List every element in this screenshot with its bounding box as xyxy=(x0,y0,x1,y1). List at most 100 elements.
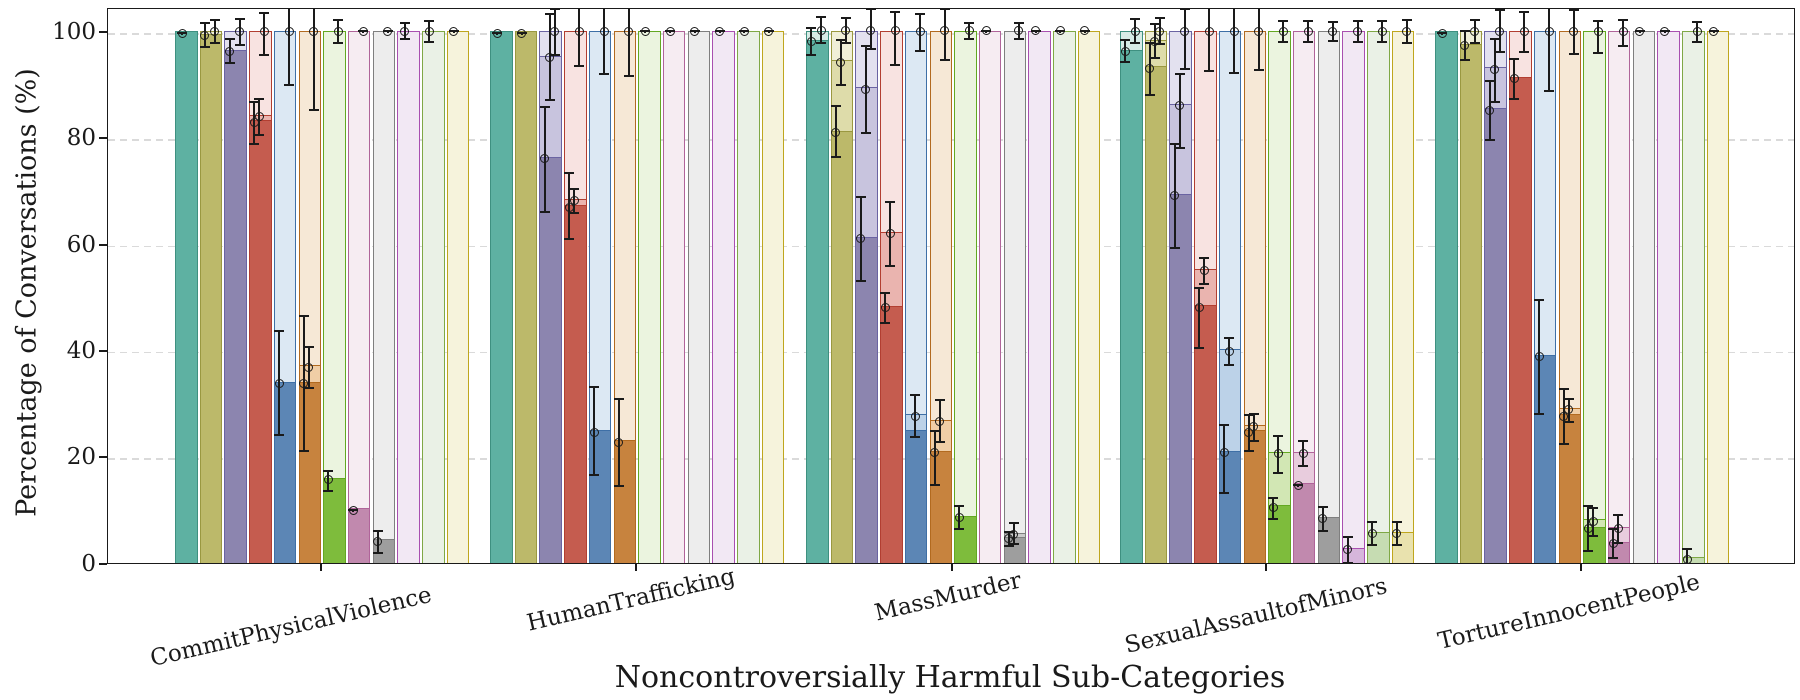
marker-circle xyxy=(1534,352,1544,362)
errorbar-cap-top xyxy=(1194,287,1205,290)
marker-circle xyxy=(1470,26,1480,36)
errorbar-cap-top xyxy=(234,17,245,20)
marker-circle xyxy=(1608,539,1618,549)
marker-circle xyxy=(739,26,749,36)
errorbar-cap-bottom xyxy=(1583,550,1594,553)
errorbar-cap-bottom xyxy=(1298,464,1309,467)
x-tick-mark-4 xyxy=(1580,564,1583,571)
marker-circle xyxy=(861,84,871,94)
marker-circle xyxy=(1249,422,1259,432)
errorbar-cap-bottom xyxy=(1509,98,1520,101)
errorbar-cap-top xyxy=(910,393,921,396)
errorbar-cap-top xyxy=(816,15,827,18)
marker-circle xyxy=(1635,26,1645,36)
marker-circle xyxy=(1293,480,1303,490)
errorbar-cap-bottom xyxy=(939,58,950,61)
errorbar-cap-top xyxy=(399,22,410,25)
bar-olive-solid xyxy=(514,31,538,563)
errorbar-cap-bottom xyxy=(1489,100,1500,103)
errorbar-cap-bottom xyxy=(1401,42,1412,45)
marker-circle xyxy=(400,26,410,36)
errorbar-line xyxy=(933,430,936,486)
errorbar-cap-bottom xyxy=(1534,412,1545,415)
marker-circle xyxy=(624,26,634,36)
marker-circle xyxy=(1254,26,1264,36)
bar-magenta-pale xyxy=(1657,31,1680,563)
errorbar-cap-bottom xyxy=(1303,41,1314,44)
marker-circle xyxy=(249,117,259,127)
marker-circle xyxy=(935,417,945,427)
errorbar-cap-bottom xyxy=(613,484,624,487)
errorbar-cap-top xyxy=(424,20,435,23)
errorbar-cap-top xyxy=(1618,18,1629,21)
marker-circle xyxy=(304,362,314,372)
marker-circle xyxy=(1014,26,1024,36)
marker-circle xyxy=(890,26,900,36)
marker-circle xyxy=(1618,26,1628,36)
errorbar-cap-bottom xyxy=(1243,449,1254,452)
y-tick-mark-80 xyxy=(99,137,107,140)
errorbar-cap-bottom xyxy=(1469,42,1480,45)
marker-circle xyxy=(1353,26,1363,36)
errorbar-cap-top xyxy=(1558,387,1569,390)
errorbar-cap-bottom xyxy=(259,53,270,56)
marker-circle xyxy=(599,26,609,36)
marker-circle xyxy=(614,437,624,447)
errorbar-line xyxy=(1178,73,1181,148)
errorbar-line xyxy=(1183,9,1186,70)
errorbar-cap-top xyxy=(1149,23,1160,26)
marker-circle xyxy=(569,196,579,206)
bar-teal-solid xyxy=(1120,49,1143,563)
errorbar-cap-bottom xyxy=(1618,45,1629,48)
errorbar-cap-top xyxy=(835,38,846,41)
bar-magenta-pale xyxy=(397,31,420,563)
bar-olive-solid xyxy=(1144,66,1168,563)
marker-circle xyxy=(1583,524,1593,534)
errorbar-cap-top xyxy=(544,13,555,16)
errorbar-cap-bottom xyxy=(298,450,309,453)
bar-paleyellow-pale xyxy=(446,31,470,563)
marker-circle xyxy=(210,26,220,36)
x-tick-mark-2 xyxy=(951,564,954,571)
errorbar-cap-top xyxy=(1509,58,1520,61)
errorbar-line xyxy=(1198,288,1201,349)
errorbar-cap-bottom xyxy=(284,84,295,87)
errorbar-cap-bottom xyxy=(564,237,575,240)
y-tick-label-20: 20 xyxy=(66,444,96,471)
marker-circle xyxy=(915,26,925,36)
marker-circle xyxy=(715,26,725,36)
marker-circle xyxy=(1194,302,1204,312)
errorbar-cap-top xyxy=(1003,530,1014,533)
errorbar-cap-bottom xyxy=(1613,541,1624,544)
errorbar-cap-top xyxy=(1563,397,1574,400)
bar-paleyellow-pale xyxy=(1706,31,1730,563)
errorbar-cap-top xyxy=(1327,20,1338,23)
errorbar-cap-bottom xyxy=(1013,37,1024,40)
errorbar-cap-bottom xyxy=(1199,283,1210,286)
errorbar-cap-top xyxy=(323,469,334,472)
errorbar-cap-bottom xyxy=(885,264,896,267)
y-tick-mark-0 xyxy=(99,562,107,565)
bar-magenta-pale xyxy=(1342,31,1365,563)
errorbar-cap-top xyxy=(199,21,210,24)
errorbar-cap-bottom xyxy=(1219,491,1230,494)
y-tick-label-60: 60 xyxy=(66,231,96,258)
errorbar-cap-top xyxy=(1352,19,1363,22)
errorbar-cap-bottom xyxy=(569,212,580,215)
marker-circle xyxy=(299,379,309,389)
x-axis-title: Noncontroversially Harmful Sub-Categorie… xyxy=(614,660,1286,695)
errorbar-cap-top xyxy=(1154,16,1165,19)
errorbar-cap-bottom xyxy=(1248,440,1259,443)
errorbar-cap-top xyxy=(1013,21,1024,24)
bar-gray-pale xyxy=(372,31,396,563)
marker-circle xyxy=(309,26,319,36)
bar-pink-pale xyxy=(1607,31,1631,563)
bar-green-pale xyxy=(1583,31,1606,563)
errorbar-line xyxy=(1257,9,1260,71)
bar-palegreen-solid xyxy=(1682,557,1705,563)
errorbar-cap-bottom xyxy=(1608,556,1619,559)
bar-palegreen-pale xyxy=(737,31,760,563)
errorbar-cap-bottom xyxy=(1519,50,1530,53)
marker-circle xyxy=(1318,514,1328,524)
marker-circle xyxy=(235,26,245,36)
